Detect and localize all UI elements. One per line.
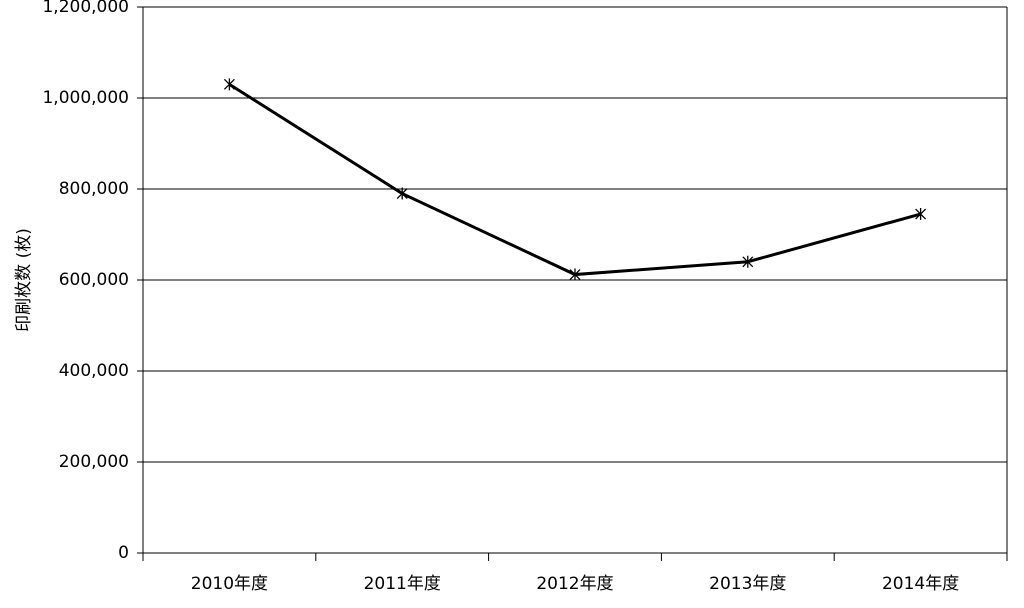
marker — [915, 208, 927, 221]
marker — [742, 255, 754, 268]
y-axis-label: 印刷枚数 (枚) — [14, 228, 34, 332]
line — [228, 83, 921, 277]
x-tick-label: 2011年度 — [364, 574, 441, 594]
y-tick-label: 1,000,000 — [42, 88, 129, 108]
marker — [569, 268, 581, 281]
y-tick-label: 400,000 — [59, 361, 129, 381]
marker — [223, 78, 235, 91]
y-tick-label: 0 — [118, 543, 129, 563]
x-tick-label: 2014年度 — [882, 574, 959, 594]
x-tick-label: 2013年度 — [709, 574, 786, 594]
y-tick-label: 1,200,000 — [42, 0, 129, 17]
x-tick-label: 2010年度 — [191, 574, 268, 594]
y-tick-label: 800,000 — [59, 179, 129, 199]
x-tick-label: 2012年度 — [536, 574, 613, 594]
y-tick-label: 200,000 — [59, 452, 129, 472]
y-tick-label: 600,000 — [59, 270, 129, 290]
marker — [396, 187, 408, 200]
